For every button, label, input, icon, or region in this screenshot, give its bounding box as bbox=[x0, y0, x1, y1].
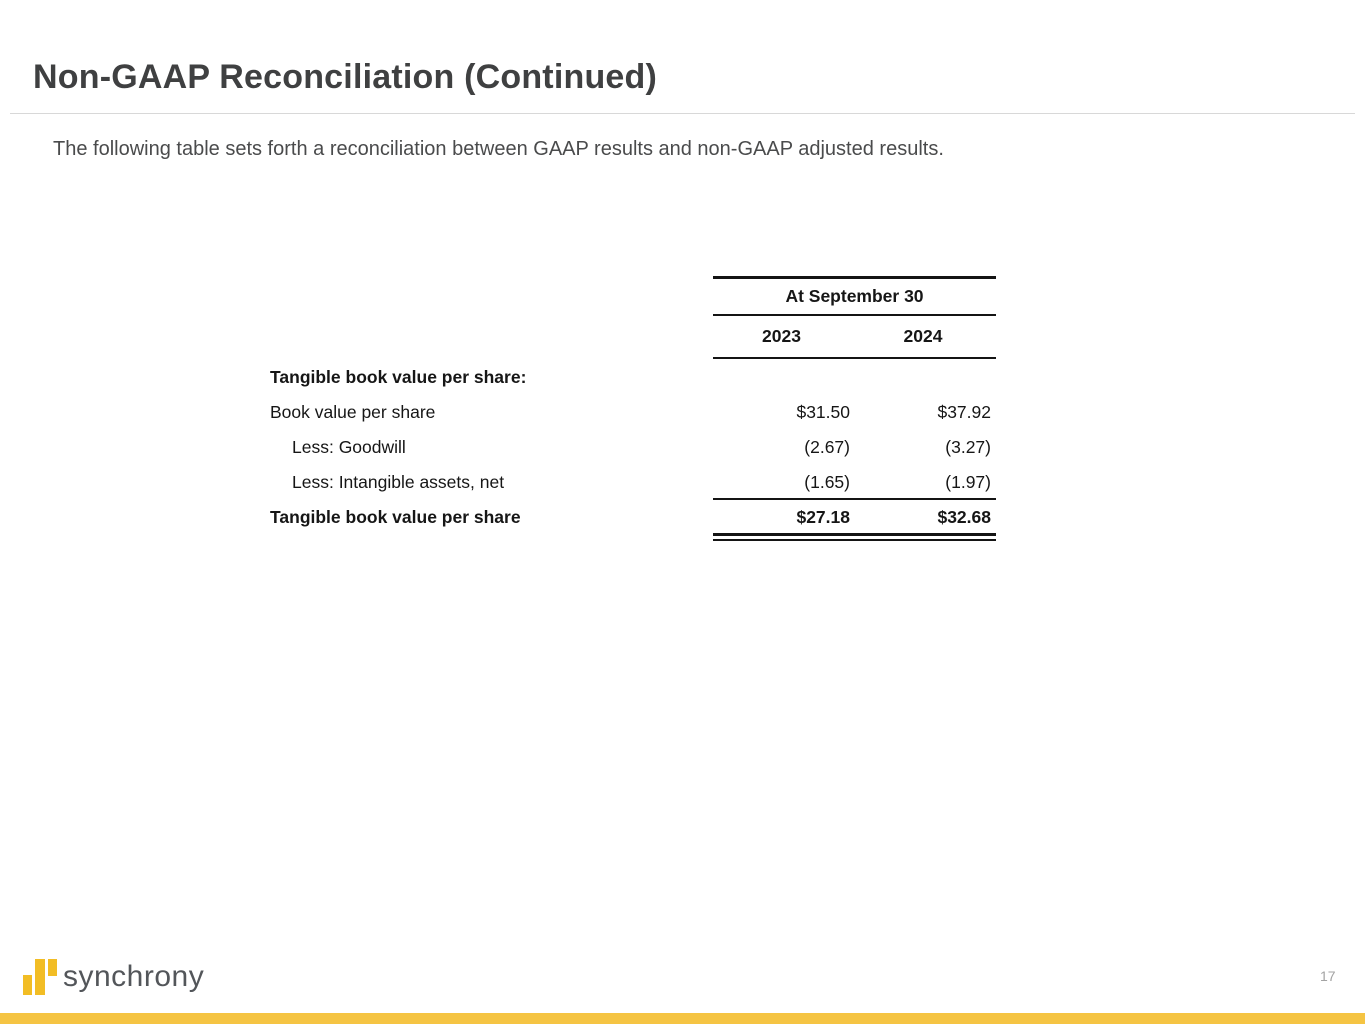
table-section-row: Tangible book value per share: bbox=[270, 359, 996, 395]
row-label: Less: Intangible assets, net bbox=[292, 471, 505, 492]
section-label: Tangible book value per share: bbox=[270, 366, 527, 387]
table-row-less-intangibles: Less: Intangible assets, net (1.65) (1.9… bbox=[270, 465, 996, 499]
table-bottom-double-rule-top bbox=[713, 533, 996, 536]
logo-wordmark: synchrony bbox=[63, 960, 205, 993]
table-row-less-goodwill: Less: Goodwill (2.67) (3.27) bbox=[270, 430, 996, 465]
table-col-header-2024: 2024 bbox=[903, 326, 943, 346]
footer-gold-bar bbox=[0, 1013, 1365, 1024]
table-bottom-double-rule-bottom bbox=[713, 538, 996, 541]
row-value-2024: $32.68 bbox=[937, 506, 991, 527]
row-value-2023: (2.67) bbox=[804, 437, 850, 457]
subtitle-text: The following table sets forth a reconci… bbox=[53, 138, 944, 160]
table-span-rule bbox=[713, 314, 996, 316]
row-value-2023: $27.18 bbox=[796, 506, 850, 527]
synchrony-logo: synchrony bbox=[23, 959, 204, 999]
table-body: Tangible book value per share: Book valu… bbox=[270, 359, 996, 535]
table-top-rule bbox=[713, 276, 996, 279]
row-value-2024: (3.27) bbox=[945, 437, 991, 457]
row-value-2024: (1.97) bbox=[945, 471, 991, 492]
page-number: 17 bbox=[1320, 968, 1336, 984]
table-col-header-2023: 2023 bbox=[762, 326, 801, 346]
table-total-rule bbox=[713, 498, 996, 500]
row-label: Tangible book value per share bbox=[270, 506, 521, 527]
table-year-header-row: 2023 2024 bbox=[713, 316, 996, 357]
row-label: Less: Goodwill bbox=[292, 437, 406, 457]
title-divider bbox=[10, 113, 1355, 114]
table-years-rule bbox=[713, 357, 996, 359]
row-label: Book value per share bbox=[270, 402, 436, 422]
page-title: Non-GAAP Reconciliation (Continued) bbox=[33, 58, 658, 96]
table-row-book-value: Book value per share $31.50 $37.92 bbox=[270, 395, 996, 430]
row-value-2023: (1.65) bbox=[804, 471, 850, 492]
table-span-header: At September 30 bbox=[785, 286, 924, 306]
synchrony-bars-icon bbox=[23, 959, 57, 995]
row-value-2024: $37.92 bbox=[937, 402, 991, 422]
table-row-tangible-total: Tangible book value per share $27.18 $32… bbox=[270, 499, 996, 535]
row-value-2023: $31.50 bbox=[796, 402, 850, 422]
